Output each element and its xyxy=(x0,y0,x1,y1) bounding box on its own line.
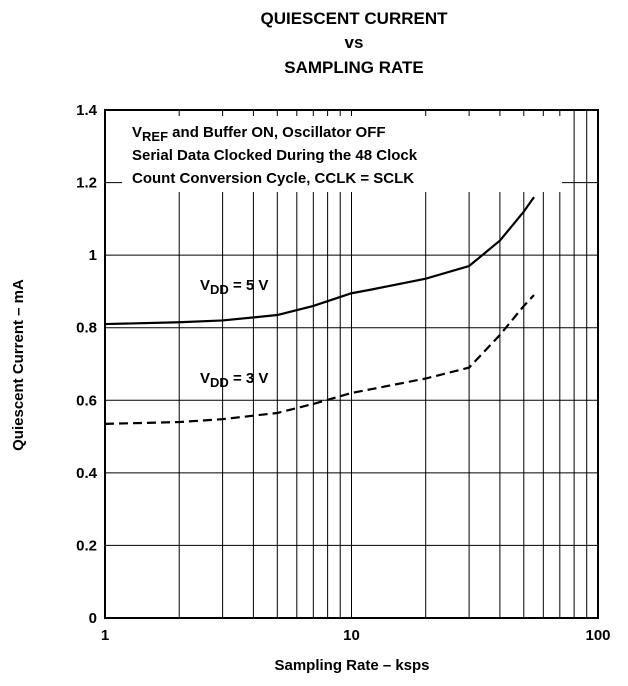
y-tick-label: 0.6 xyxy=(76,392,97,409)
annotation-text: Serial Data Clocked During the 48 Clock xyxy=(132,147,418,164)
y-tick-label: 1.2 xyxy=(76,175,97,192)
annotation-bg xyxy=(122,116,562,192)
chart-title: vs xyxy=(345,33,364,52)
series-label: VDD = 3 V xyxy=(200,370,268,390)
annotation-text: and Buffer ON, Oscillator OFF xyxy=(168,124,386,141)
x-tick-label: 100 xyxy=(585,627,610,644)
y-tick-label: 1.4 xyxy=(76,102,98,119)
plot-frame xyxy=(104,109,599,619)
series-label-base: V xyxy=(200,370,210,387)
y-tick-label: 0 xyxy=(89,610,97,627)
series-line xyxy=(104,196,535,326)
series-line xyxy=(104,294,535,425)
annotation: VREF and Buffer ON, Oscillator OFF xyxy=(132,124,386,144)
y-tick-label: 0.8 xyxy=(76,320,97,337)
chart-title: QUIESCENT CURRENT xyxy=(260,9,448,28)
y-tick-label: 1 xyxy=(89,247,97,264)
y-axis-label: Quiescent Current – mA xyxy=(10,279,27,451)
series-label-rest: = 3 V xyxy=(229,370,269,387)
x-tick-label: 10 xyxy=(343,627,360,644)
series-label: VDD = 5 V xyxy=(200,277,268,297)
series-label-rest: = 5 V xyxy=(229,277,269,294)
annotation: Serial Data Clocked During the 48 Clock xyxy=(132,147,418,164)
x-tick-label: 1 xyxy=(101,627,109,644)
annotation: Count Conversion Cycle, CCLK = SCLK xyxy=(132,170,414,187)
y-tick-label: 0.2 xyxy=(76,537,97,554)
x-axis-label: Sampling Rate – ksps xyxy=(274,657,429,674)
chart-title: SAMPLING RATE xyxy=(284,58,423,77)
series-label-sub: DD xyxy=(210,375,229,390)
annotation-sub: REF xyxy=(142,129,168,144)
series-label-base: V xyxy=(200,277,210,294)
annotation-text: V xyxy=(132,124,142,141)
series-label-sub: DD xyxy=(210,282,229,297)
annotation-text: Count Conversion Cycle, CCLK = SCLK xyxy=(132,170,414,187)
y-tick-label: 0.4 xyxy=(76,465,98,482)
